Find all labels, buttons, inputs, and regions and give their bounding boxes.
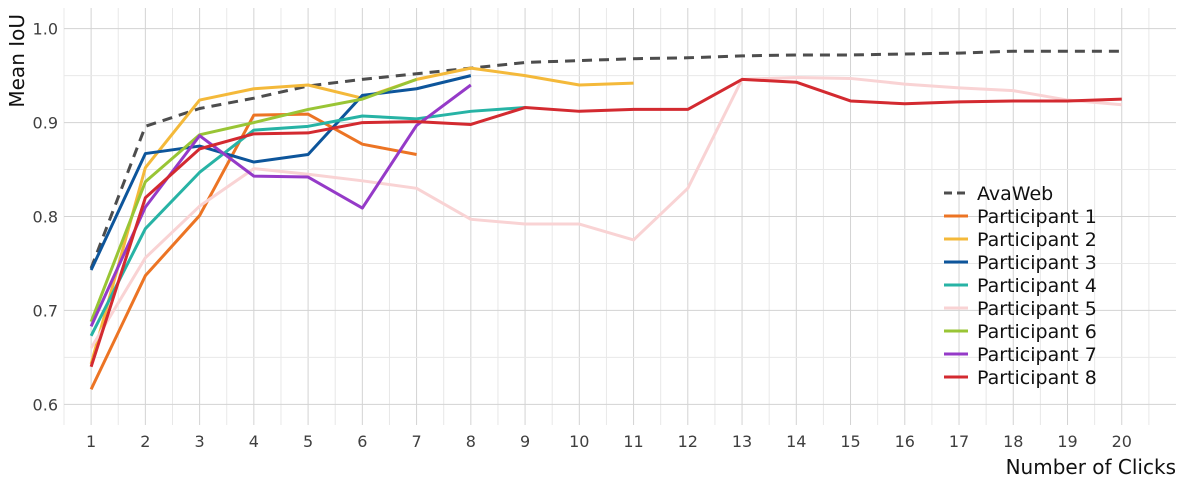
legend-label-participant-2: Participant 2 [977, 229, 1097, 251]
legend-label-participant-3: Participant 3 [977, 252, 1097, 274]
y-tick-label: 0.9 [33, 114, 58, 133]
x-tick-label: 17 [949, 432, 969, 451]
legend-label-participant-6: Participant 6 [977, 321, 1097, 343]
x-tick-label: 13 [732, 432, 752, 451]
x-tick-label: 12 [678, 432, 698, 451]
x-tick-label: 9 [520, 432, 530, 451]
y-tick-label: 1.0 [33, 20, 58, 39]
series-lines [89, 49, 1122, 390]
grid [63, 8, 1176, 425]
x-tick-label: 3 [195, 432, 205, 451]
x-tick-label: 20 [1112, 432, 1132, 451]
x-tick-label: 6 [357, 432, 367, 451]
x-tick-label: 2 [140, 432, 150, 451]
y-axis-title: Mean IoU [5, 14, 29, 108]
legend-label-participant-8: Participant 8 [977, 367, 1097, 389]
series-line-participant-3 [89, 74, 472, 271]
y-tick-label: 0.7 [33, 301, 58, 320]
series-line-participant-4 [89, 106, 526, 337]
series-line-participant-8 [89, 77, 1122, 368]
y-axis-ticks: 0.6 0.7 0.8 0.9 1.0 [33, 20, 58, 415]
x-tick-label: 18 [1003, 432, 1023, 451]
legend-label-participant-1: Participant 1 [977, 206, 1097, 228]
x-tick-label: 1 [86, 432, 96, 451]
x-axis-title: Number of Clicks [1006, 455, 1176, 479]
legend-label-participant-7: Participant 7 [977, 344, 1097, 366]
y-tick-label: 0.8 [33, 208, 58, 227]
x-tick-label: 7 [411, 432, 421, 451]
x-tick-label: 16 [895, 432, 915, 451]
x-tick-label: 19 [1057, 432, 1077, 451]
x-tick-label: 4 [249, 432, 259, 451]
x-tick-label: 10 [569, 432, 589, 451]
series-line-participant-1 [89, 112, 417, 390]
x-tick-label: 11 [623, 432, 643, 451]
x-tick-label: 8 [466, 432, 476, 451]
x-tick-label: 5 [303, 432, 313, 451]
legend-label-participant-4: Participant 4 [977, 275, 1097, 297]
series-line-participant-5 [89, 76, 1122, 349]
series-line-participant-7 [89, 83, 472, 328]
y-tick-label: 0.6 [33, 395, 58, 414]
series-line-avaweb [89, 49, 1122, 269]
x-axis-ticks: 1 2 3 4 5 6 7 8 9 10 11 12 13 14 15 16 17 18 19 20 [86, 432, 1132, 451]
legend-label-participant-5: Participant 5 [977, 298, 1097, 320]
legend-label-avaweb: AvaWeb [977, 183, 1053, 205]
x-tick-label: 15 [840, 432, 860, 451]
series-line-participant-6 [89, 77, 418, 323]
x-tick-label: 14 [786, 432, 806, 451]
